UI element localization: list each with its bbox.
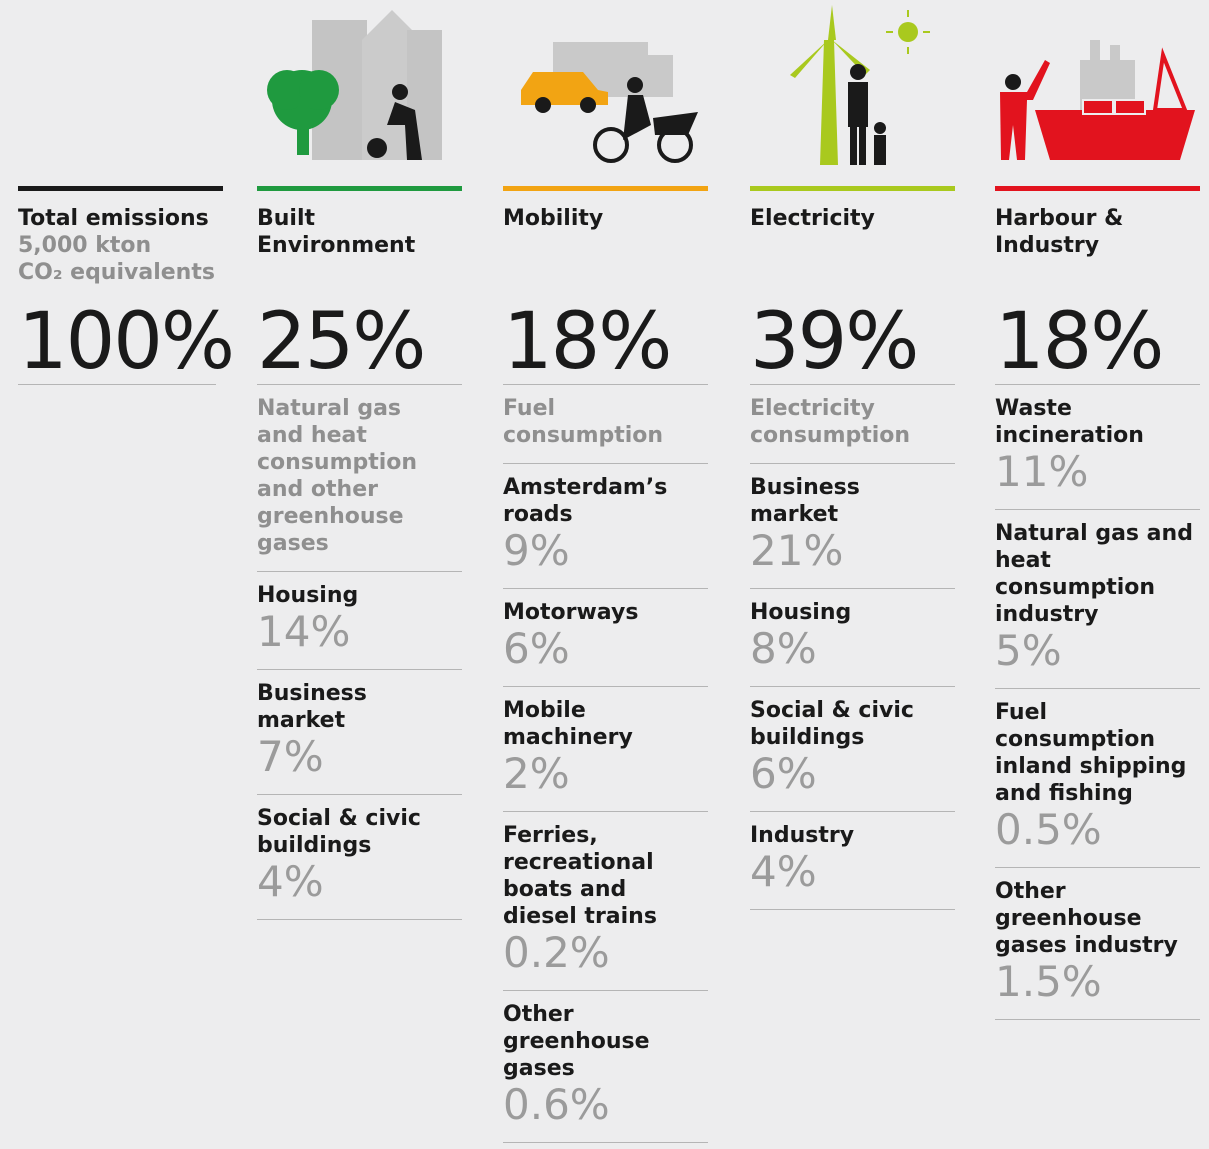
item-value: 21%	[750, 526, 844, 575]
item-value: 0.6%	[503, 1080, 610, 1129]
item-label: Other greenhouse gases	[503, 1002, 650, 1081]
item-label: Natural gas and heat consumption industr…	[995, 521, 1193, 627]
sector-subtitle-block: Natural gas and heat consumption and oth…	[257, 385, 462, 572]
sector-value: 18%	[995, 300, 1200, 385]
item-block: Industry 4%	[750, 812, 955, 910]
item-label: Other greenhouse gases industry	[995, 879, 1178, 958]
sector-column: Electricity 39% Electricity consumption Bus…	[750, 186, 955, 910]
item-value: 0.5%	[995, 805, 1102, 854]
item-label: Business market	[257, 681, 367, 733]
built-icon	[267, 10, 442, 160]
sector-subtitle-block: Electricity consumption	[750, 385, 955, 464]
total-title: Total emissions	[18, 206, 209, 231]
item-block: Waste incineration 11%	[995, 385, 1200, 510]
item-block: Motorways 6%	[503, 589, 708, 687]
item-block: Fuel consumption inland shipping and fis…	[995, 689, 1200, 868]
item-value: 6%	[503, 624, 570, 673]
item-value: 4%	[750, 847, 817, 896]
item-label: Mobile machinery	[503, 698, 633, 750]
electricity-icon	[790, 5, 930, 165]
item-block: Other greenhouse gases industry 1.5%	[995, 868, 1200, 1020]
sector-title: Electricity	[750, 206, 875, 231]
item-label: Housing	[750, 600, 852, 625]
item-value: 11%	[995, 447, 1089, 496]
sector-column: Mobility 18% Fuel consumption Amsterdam’s r…	[503, 186, 708, 1143]
item-block: Social & civic buildings 6%	[750, 687, 955, 812]
sector-subtitle: Electricity consumption	[750, 396, 911, 448]
item-label: Motorways	[503, 600, 639, 625]
sector-title: Harbour & Industry	[995, 206, 1124, 258]
item-label: Fuel consumption inland shipping and fis…	[995, 700, 1187, 806]
total-value: 100%	[18, 297, 235, 387]
harbour-icon	[1000, 40, 1195, 160]
item-block: Housing 14%	[257, 572, 462, 670]
item-label: Amsterdam’s roads	[503, 475, 668, 527]
item-block: Other greenhouse gases 0.6%	[503, 991, 708, 1143]
item-value: 9%	[503, 526, 570, 575]
sector-column: Harbour & Industry 18% Waste incineration 1…	[995, 186, 1200, 1020]
total-unit: CO₂ equivalents	[18, 260, 215, 285]
sector-value: 39%	[750, 300, 955, 385]
total-column: Total emissions 5,000 kton CO₂ equivalents…	[18, 186, 235, 387]
item-block: Business market 7%	[257, 670, 462, 795]
item-block: Mobile machinery 2%	[503, 687, 708, 812]
item-value: 14%	[257, 607, 351, 656]
sector-value: 18%	[503, 300, 708, 385]
color-bar	[257, 186, 462, 191]
item-value: 7%	[257, 732, 324, 781]
item-value: 2%	[503, 749, 570, 798]
sector-column: Built Environment 25% Natural gas and heat…	[257, 186, 462, 920]
item-value: 6%	[750, 749, 817, 798]
total-amount: 5,000 kton	[18, 233, 152, 258]
sector-subtitle: Natural gas and heat consumption and oth…	[257, 396, 418, 556]
item-block: Social & civic buildings 4%	[257, 795, 462, 920]
color-bar	[995, 186, 1200, 191]
item-label: Housing	[257, 583, 359, 608]
item-value: 8%	[750, 624, 817, 673]
sector-subtitle: Fuel consumption	[503, 396, 664, 448]
color-bar	[18, 186, 223, 191]
color-bar	[503, 186, 708, 191]
item-label: Social & civic buildings	[257, 806, 421, 858]
item-label: Industry	[750, 823, 855, 848]
item-block: Ferries, recreational boats and diesel t…	[503, 812, 708, 991]
sector-title: Built Environment	[257, 206, 416, 258]
item-block: Business market 21%	[750, 464, 955, 589]
item-block: Housing 8%	[750, 589, 955, 687]
item-value: 0.2%	[503, 928, 610, 977]
item-label: Waste incineration	[995, 396, 1144, 448]
item-block: Amsterdam’s roads 9%	[503, 464, 708, 589]
item-label: Business market	[750, 475, 860, 527]
item-value: 5%	[995, 626, 1062, 675]
item-block: Natural gas and heat consumption industr…	[995, 510, 1200, 689]
sector-value: 25%	[257, 300, 462, 385]
item-value: 1.5%	[995, 957, 1102, 1006]
sector-subtitle-block: Fuel consumption	[503, 385, 708, 464]
title-block: Total emissions 5,000 kton CO₂ equivalents	[18, 205, 223, 300]
color-bar	[750, 186, 955, 191]
item-label: Social & civic buildings	[750, 698, 914, 750]
sector-title: Mobility	[503, 206, 604, 231]
mobility-icon	[521, 42, 698, 163]
item-label: Ferries, recreational boats and diesel t…	[503, 823, 657, 929]
item-value: 4%	[257, 857, 324, 906]
